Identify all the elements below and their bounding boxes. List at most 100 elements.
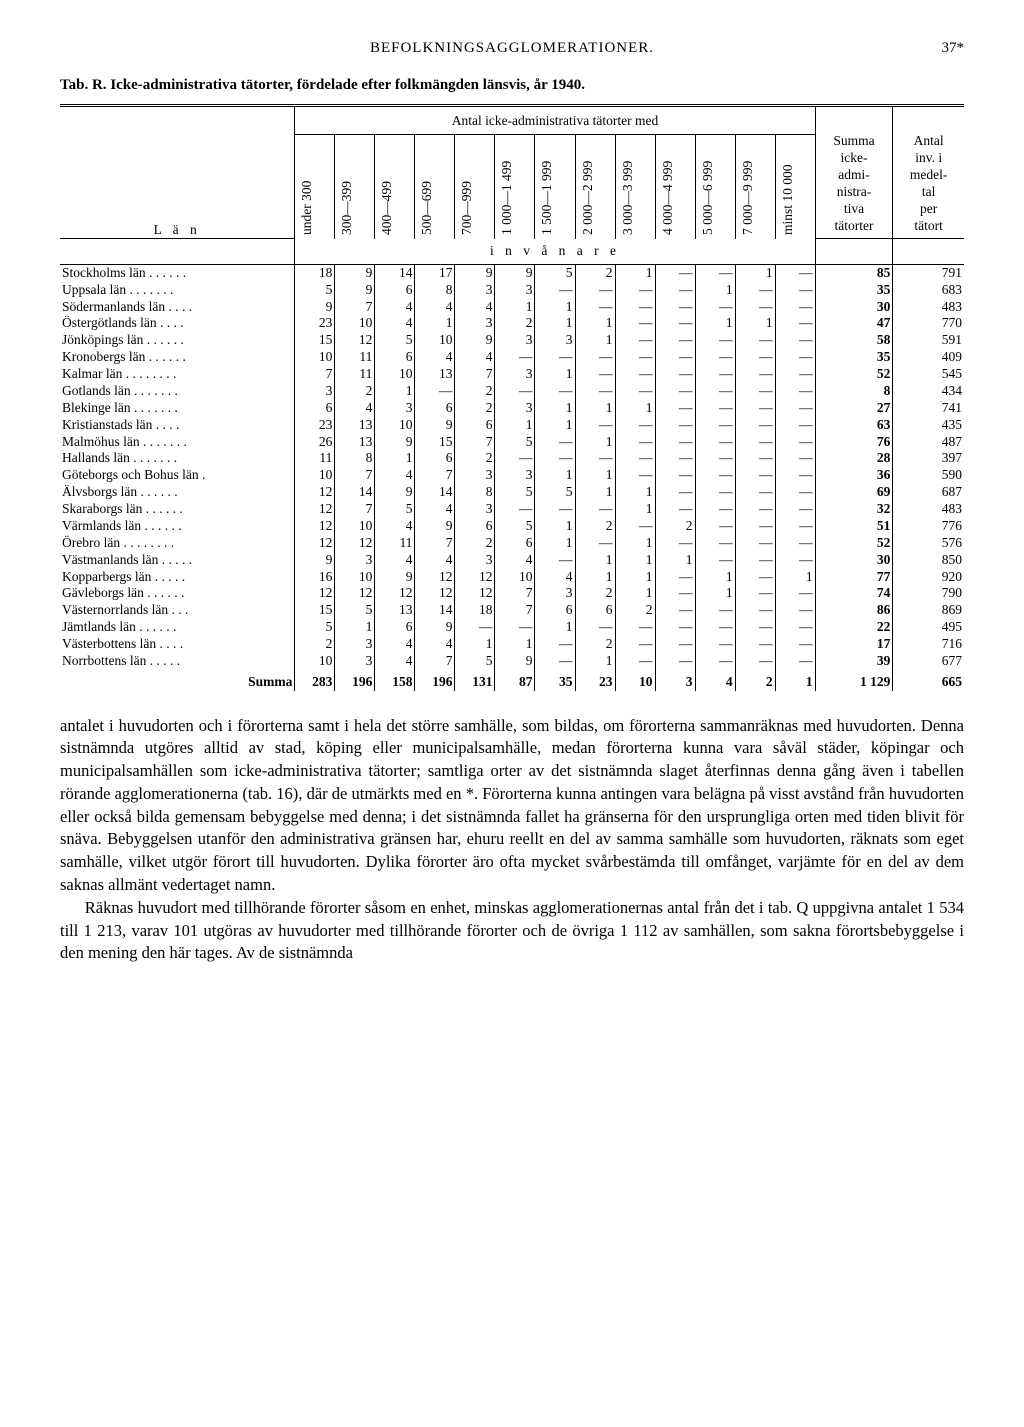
data-cell: — — [615, 332, 655, 349]
data-cell: 16 — [295, 569, 335, 586]
data-cell: — — [615, 636, 655, 653]
data-cell: 10 — [335, 518, 375, 535]
table-row: Skaraborgs län . . . . . . 127543———1———… — [60, 501, 964, 518]
data-cell: 12 — [455, 585, 495, 602]
row-avg: 677 — [893, 653, 964, 670]
lan-name: Södermanlands län . . . . — [60, 299, 295, 316]
totals-cell: 131 — [455, 670, 495, 691]
data-cell: 7 — [335, 501, 375, 518]
row-avg: 850 — [893, 552, 964, 569]
data-cell: — — [655, 264, 695, 281]
row-avg: 791 — [893, 264, 964, 281]
data-cell: 9 — [295, 552, 335, 569]
data-cell: 1 — [535, 619, 575, 636]
data-cell: — — [735, 434, 775, 451]
data-cell: 12 — [295, 535, 335, 552]
data-cell: — — [735, 299, 775, 316]
data-cell: 1 — [615, 484, 655, 501]
data-cell: 10 — [335, 315, 375, 332]
data-cell: 9 — [415, 518, 455, 535]
data-cell: 2 — [455, 450, 495, 467]
data-cell: 7 — [295, 366, 335, 383]
data-cell: 14 — [375, 264, 415, 281]
data-cell: 5 — [455, 653, 495, 670]
data-cell: 9 — [375, 484, 415, 501]
data-cell: 1 — [615, 569, 655, 586]
data-cell: 1 — [375, 450, 415, 467]
row-sum: 35 — [815, 349, 893, 366]
data-cell: 14 — [335, 484, 375, 501]
data-cell: 3 — [535, 585, 575, 602]
data-cell: 12 — [295, 585, 335, 602]
data-cell: — — [695, 602, 735, 619]
data-cell: — — [655, 602, 695, 619]
data-cell: 6 — [375, 349, 415, 366]
data-table: L ä n Antal icke-administrativa tätorter… — [60, 104, 964, 691]
data-cell: 14 — [415, 484, 455, 501]
data-cell: 9 — [295, 299, 335, 316]
data-cell: 17 — [415, 264, 455, 281]
totals-cell: 158 — [375, 670, 415, 691]
data-cell: — — [655, 282, 695, 299]
table-row: Kopparbergs län . . . . . 16109121210411… — [60, 569, 964, 586]
data-cell: — — [695, 636, 735, 653]
data-cell: 10 — [375, 417, 415, 434]
data-cell: — — [735, 602, 775, 619]
table-row: Hallands län . . . . . . . 118162———————… — [60, 450, 964, 467]
table-row: Gotlands län . . . . . . . 321—2————————… — [60, 383, 964, 400]
data-cell: — — [655, 434, 695, 451]
data-cell: 7 — [495, 585, 535, 602]
row-sum: 76 — [815, 434, 893, 451]
data-cell: 3 — [495, 366, 535, 383]
data-cell: 2 — [575, 636, 615, 653]
data-cell: 11 — [335, 366, 375, 383]
data-cell: 1 — [615, 400, 655, 417]
data-cell: 9 — [415, 417, 455, 434]
data-cell: — — [775, 518, 815, 535]
data-cell: 1 — [735, 315, 775, 332]
data-cell: 6 — [375, 619, 415, 636]
avg-header: Antal inv. i medel- tal per tätort — [893, 106, 964, 239]
data-cell: — — [695, 400, 735, 417]
totals-cell: 10 — [615, 670, 655, 691]
data-cell: 3 — [455, 467, 495, 484]
data-cell: 1 — [535, 417, 575, 434]
data-cell: — — [615, 315, 655, 332]
data-cell: 4 — [415, 501, 455, 518]
data-cell: — — [775, 332, 815, 349]
data-cell: — — [695, 518, 735, 535]
lan-name: Malmöhus län . . . . . . . — [60, 434, 295, 451]
table-row: Älvsborgs län . . . . . . 121491485511——… — [60, 484, 964, 501]
data-cell: — — [775, 349, 815, 366]
row-sum: 30 — [815, 552, 893, 569]
data-cell: 14 — [415, 602, 455, 619]
row-avg: 434 — [893, 383, 964, 400]
data-cell: — — [615, 299, 655, 316]
data-cell: 2 — [295, 636, 335, 653]
data-cell: 3 — [495, 332, 535, 349]
data-cell: — — [695, 619, 735, 636]
table-row: Malmöhus län . . . . . . . 261391575—1——… — [60, 434, 964, 451]
data-cell: — — [655, 653, 695, 670]
row-sum: 86 — [815, 602, 893, 619]
data-cell: 6 — [495, 535, 535, 552]
lan-name: Norrbottens län . . . . . — [60, 653, 295, 670]
data-cell: — — [655, 366, 695, 383]
caption-label: Tab. R. — [60, 77, 107, 93]
data-cell: 11 — [295, 450, 335, 467]
data-cell: 3 — [335, 552, 375, 569]
row-avg: 920 — [893, 569, 964, 586]
data-cell: — — [735, 484, 775, 501]
paragraph: Räknas huvudort med tillhörande förorter… — [60, 897, 964, 965]
data-cell: 8 — [335, 450, 375, 467]
data-cell: — — [775, 602, 815, 619]
data-cell: 12 — [415, 569, 455, 586]
data-cell: 4 — [375, 552, 415, 569]
data-cell: — — [655, 315, 695, 332]
data-cell: 15 — [295, 602, 335, 619]
data-cell: 1 — [495, 299, 535, 316]
data-cell: 7 — [415, 467, 455, 484]
table-row: Uppsala län . . . . . . . 596833————1——3… — [60, 282, 964, 299]
data-cell: 2 — [335, 383, 375, 400]
lan-name: Västernorrlands län . . . — [60, 602, 295, 619]
